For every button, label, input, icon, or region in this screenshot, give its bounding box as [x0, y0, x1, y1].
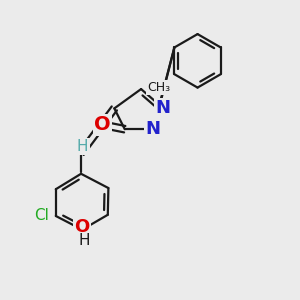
Text: Cl: Cl [34, 208, 49, 224]
Text: O: O [75, 218, 90, 236]
Text: O: O [94, 115, 111, 134]
Text: N: N [146, 120, 160, 138]
Text: H: H [77, 139, 88, 154]
Text: N: N [156, 99, 171, 117]
Text: CH₃: CH₃ [147, 81, 170, 94]
Text: H: H [79, 233, 90, 248]
